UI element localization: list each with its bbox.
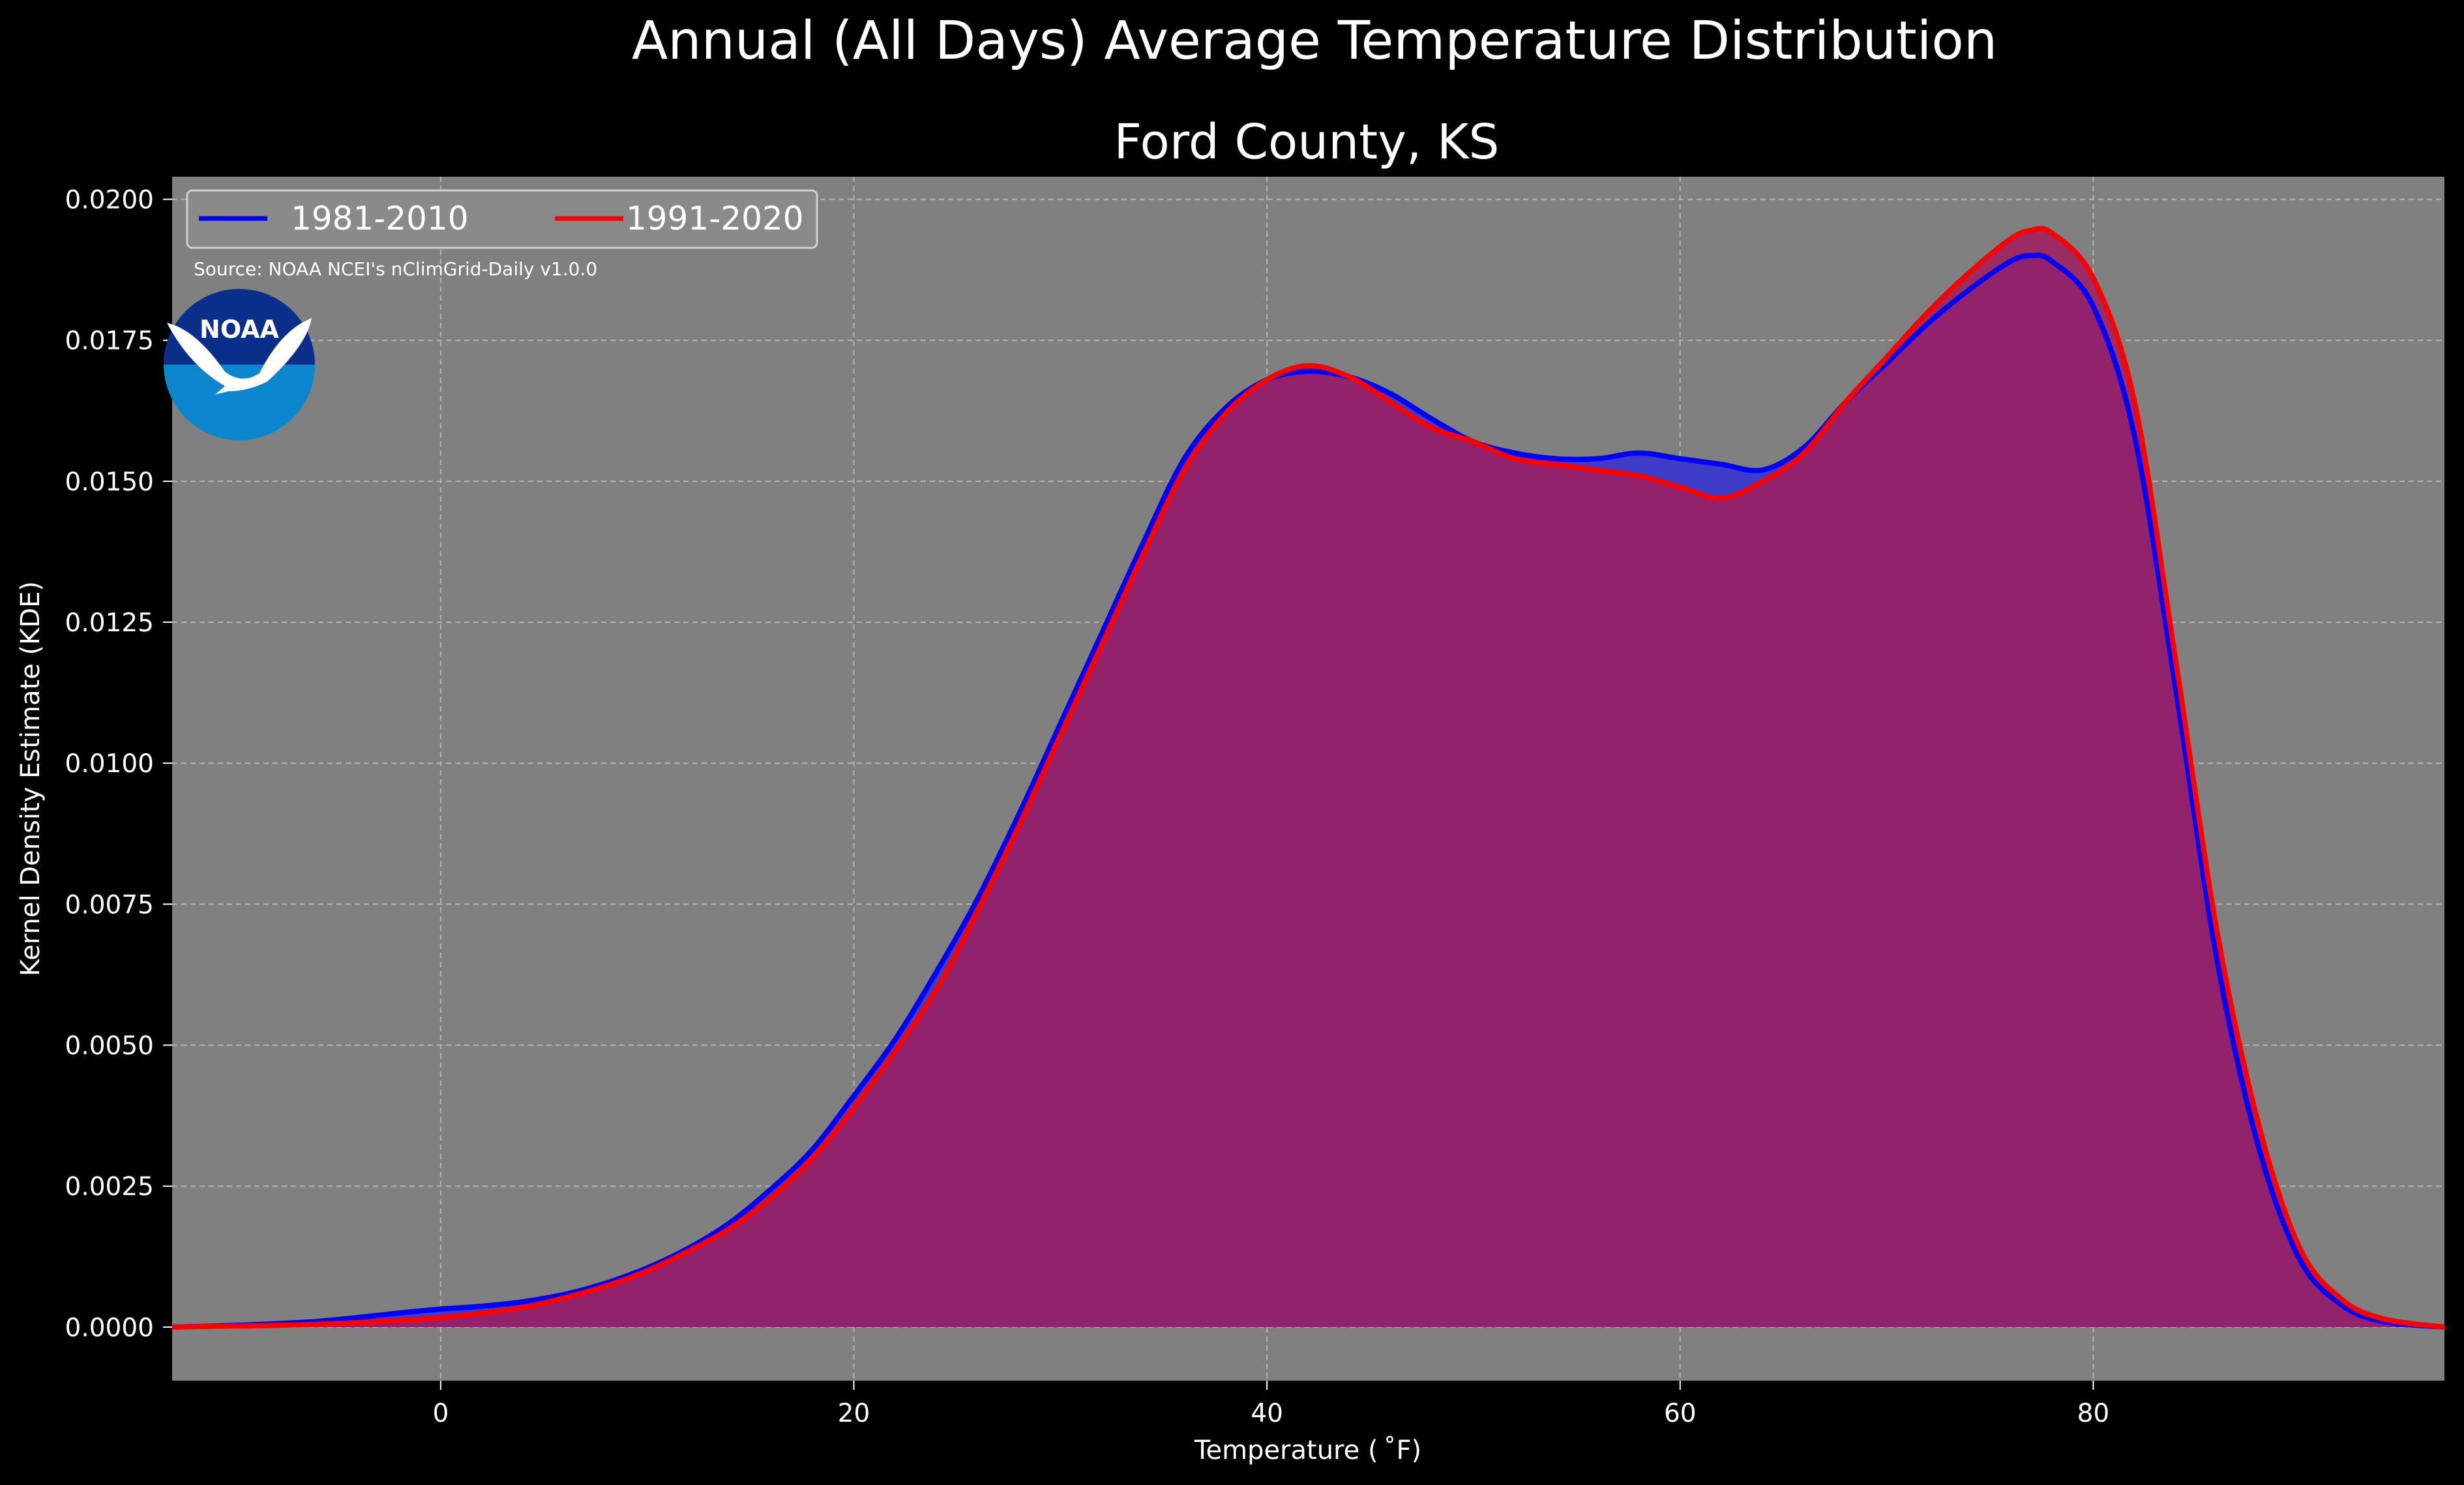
y-tick-label: 0.0175 <box>65 327 154 356</box>
series-line-1991-2020 <box>171 226 2445 1330</box>
x-tick-label: 0 <box>432 1399 449 1428</box>
y-tick-label: 0.0100 <box>65 749 154 779</box>
y-tick-label: 0.0200 <box>65 186 154 215</box>
seagull-icon <box>167 318 312 395</box>
y-tick-label: 0.0125 <box>65 608 154 638</box>
y-tick-label: 0.0150 <box>65 468 154 497</box>
x-tick-label: 40 <box>1251 1399 1283 1428</box>
chart-suptitle: Annual (All Days) Average Temperature Di… <box>632 10 1997 72</box>
x-tick-label: 60 <box>1664 1399 1697 1428</box>
legend: 1981-2010 1991-2020 <box>186 189 818 249</box>
y-tick-label: 0.0075 <box>65 890 154 920</box>
series-layer <box>171 226 2445 1330</box>
x-tick-label: 80 <box>2077 1399 2110 1428</box>
legend-box <box>186 189 818 249</box>
y-axis-label: Kernel Density Estimate (KDE) <box>16 581 46 976</box>
chart-title: Ford County, KS <box>1114 114 1500 170</box>
legend-label-1981-2010: 1981-2010 <box>291 200 469 237</box>
logo-text: NOAA <box>200 315 279 344</box>
ticks: 0 20 40 60 80 0.0000 0.0025 0.0050 0.0075 0.0100 0… <box>65 186 2110 1428</box>
x-axis-label: Temperature ( ˚F) <box>1194 1435 1421 1465</box>
series-area-1991-2020 <box>172 228 2444 1327</box>
y-tick-label: 0.0000 <box>65 1313 154 1343</box>
y-tick-label: 0.0025 <box>65 1173 154 1202</box>
y-tick-label: 0.0050 <box>65 1032 154 1061</box>
source-annotation: Source: NOAA NCEI's nClimGrid-Daily v1.0… <box>194 258 597 280</box>
noaa-logo: NOAA <box>164 289 315 440</box>
legend-label-1991-2020: 1991-2020 <box>626 200 804 237</box>
x-tick-label: 20 <box>838 1399 870 1428</box>
